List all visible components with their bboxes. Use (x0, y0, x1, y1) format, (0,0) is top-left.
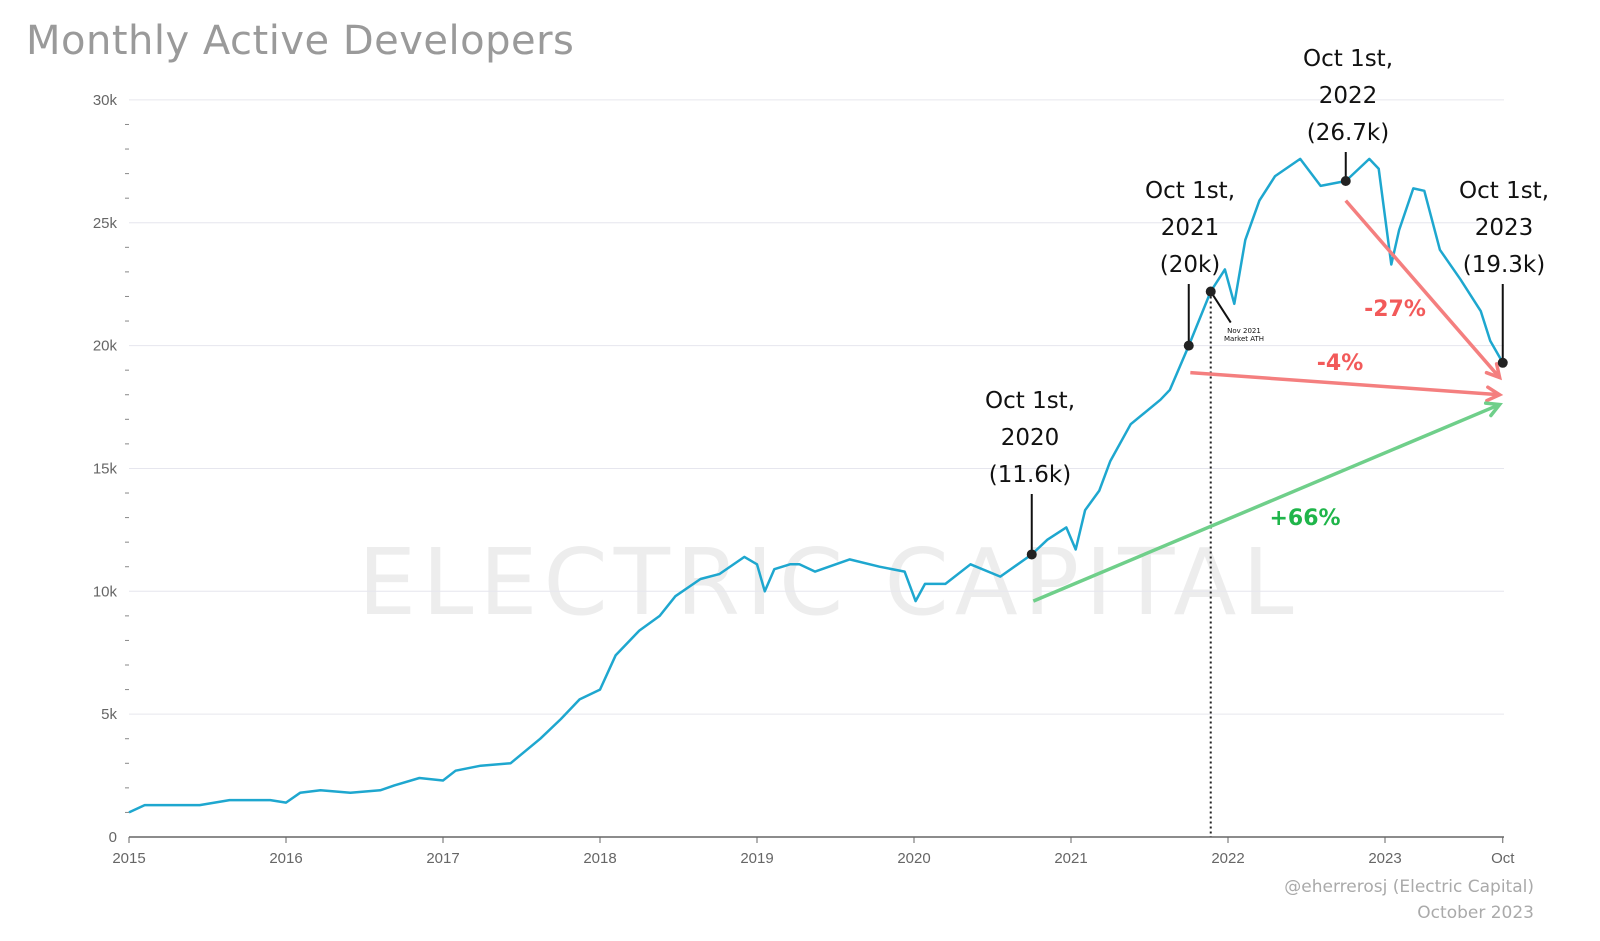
x-tick-label: 2016 (269, 850, 302, 867)
x-tick-label: 2023 (1368, 850, 1401, 867)
ath-label: Market ATH (1224, 335, 1264, 343)
chart-title: Monthly Active Developers (26, 18, 575, 64)
annotation-point (1183, 340, 1194, 351)
x-tick-label: 2019 (740, 850, 773, 867)
annotation-label: (20k) (1160, 252, 1221, 278)
annotation-label: Oct 1st, (1145, 178, 1235, 204)
annotation-label: 2021 (1161, 215, 1220, 241)
x-tick-label: 2020 (897, 850, 930, 867)
credit-author: @eherrerosj (Electric Capital) (1284, 877, 1534, 897)
annotation-point (1340, 175, 1351, 186)
annotation-label: Oct 1st, (985, 388, 1075, 414)
x-tick-label: 2022 (1211, 850, 1244, 867)
arrow-head-icon (1485, 385, 1504, 403)
annotation-label: 2020 (1001, 425, 1060, 451)
annotation-label: Oct 1st, (1459, 178, 1549, 204)
change-label: +66% (1269, 506, 1340, 531)
y-tick-label: 10k (93, 583, 118, 600)
ath-point (1205, 286, 1216, 297)
y-tick-label: 20k (93, 338, 118, 355)
annotation-point (1497, 357, 1508, 368)
change-arrow (1032, 402, 1501, 603)
ath-label: Nov 2021 (1227, 327, 1261, 335)
annotation-point (1026, 549, 1037, 560)
change-arrow (1190, 370, 1500, 397)
annotation-label: (11.6k) (989, 462, 1071, 488)
annotation-label: (26.7k) (1307, 120, 1389, 146)
y-tick-label: 25k (93, 215, 118, 232)
change-label: -27% (1364, 297, 1426, 322)
watermark: ELECTRIC CAPITAL (358, 529, 1300, 636)
x-tick-label: 2017 (426, 850, 459, 867)
arrow-head-icon (1483, 401, 1503, 418)
credit: @eherrerosj (Electric Capital) October 2… (1284, 874, 1534, 926)
change-arrow (1344, 199, 1501, 379)
annotation-label: 2022 (1319, 83, 1378, 109)
y-tick-label: 30k (93, 92, 118, 109)
y-tick-label: 0 (109, 829, 117, 846)
x-tick-label: 2015 (112, 850, 145, 867)
series-line (128, 157, 1504, 814)
ath-leader (1209, 291, 1232, 324)
x-tick-label: Oct (1491, 850, 1515, 867)
credit-date: October 2023 (1417, 903, 1534, 923)
change-label: -4% (1317, 351, 1363, 376)
arrow-head-icon (1484, 362, 1503, 381)
x-tick-label: 2021 (1054, 850, 1087, 867)
y-tick-label: 15k (93, 460, 118, 477)
annotation-label: (19.3k) (1463, 252, 1545, 278)
y-tick-label: 5k (101, 706, 117, 723)
x-tick-label: 2018 (583, 850, 616, 867)
annotation-label: 2023 (1475, 215, 1534, 241)
annotation-label: Oct 1st, (1303, 46, 1393, 72)
